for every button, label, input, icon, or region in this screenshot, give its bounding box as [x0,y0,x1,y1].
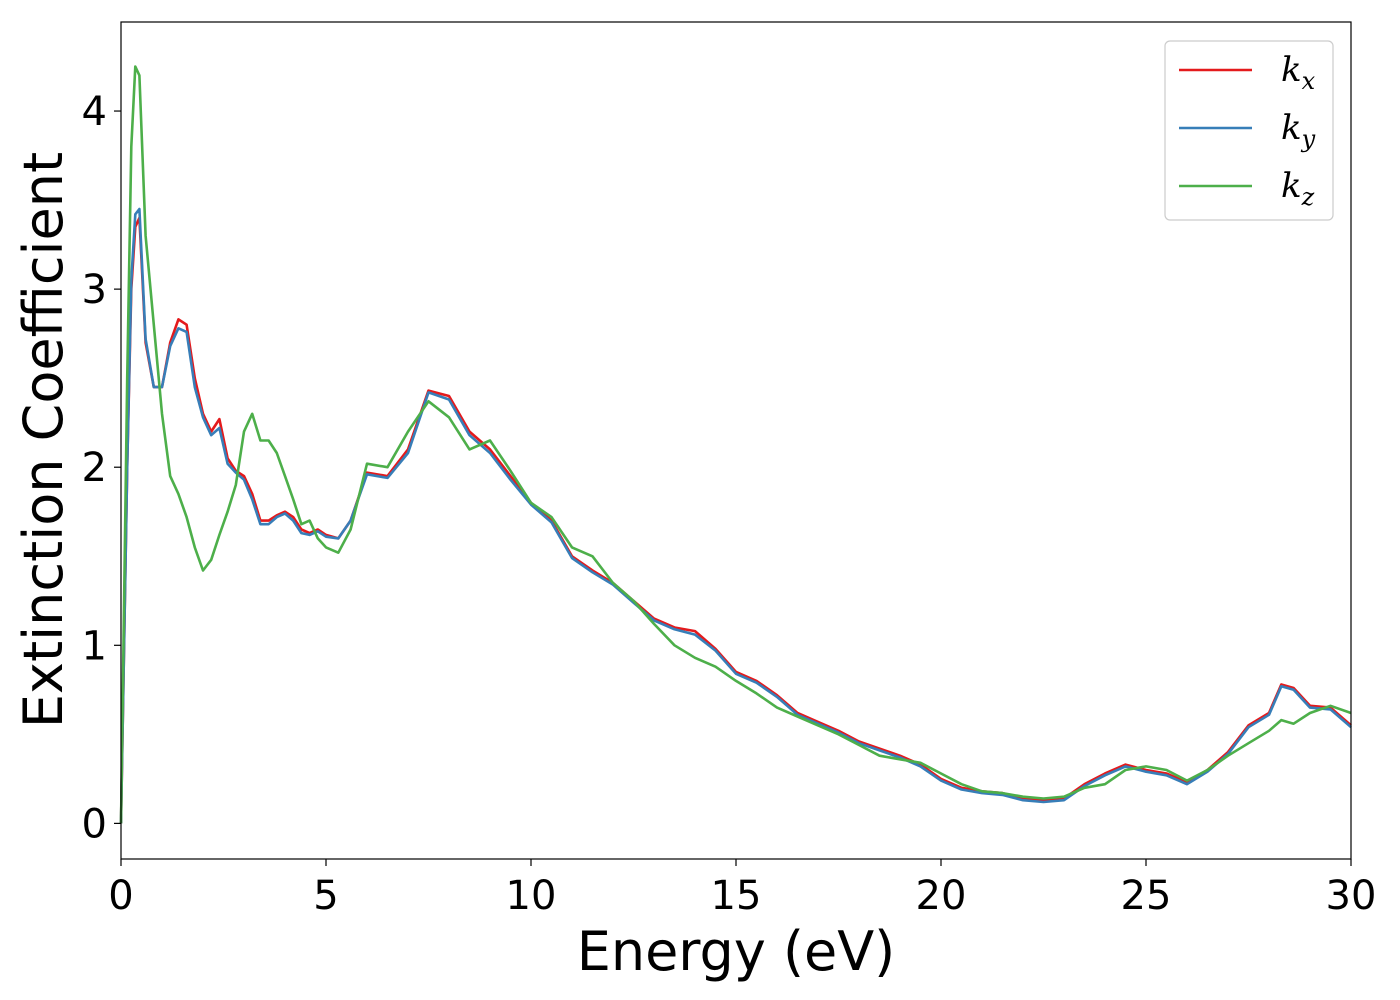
y-tick-label: 2 [82,445,107,491]
legend-label-ky: ky [1281,108,1316,153]
y-axis-label: Extinction Coefficient [12,152,75,728]
x-tick-label: 5 [313,873,338,919]
x-tick-label: 10 [506,873,557,919]
series-line-ky [119,207,1352,824]
plot-area [121,22,1351,859]
y-tick-label: 0 [82,801,107,847]
legend-box [1164,40,1334,221]
x-tick-label: 15 [711,873,762,919]
series-layer [119,65,1352,824]
x-axis-label: Energy (eV) [577,920,896,983]
y-tick-label: 1 [82,623,107,669]
y-tick-label: 4 [82,89,107,135]
x-axis-ticks: 0 5 10 15 20 25 30 [108,859,1376,919]
y-tick-label: 3 [82,267,107,313]
x-tick-label: 0 [108,873,133,919]
legend-label-kz: kz [1281,166,1315,211]
y-axis-ticks: 0 1 2 3 4 [82,89,121,847]
x-tick-label: 20 [916,873,967,919]
series-line-kz [119,65,1352,824]
x-tick-label: 25 [1121,873,1172,919]
legend: kx ky kz [1164,40,1334,221]
x-tick-label: 30 [1326,873,1377,919]
legend-label-kx: kx [1281,50,1316,95]
